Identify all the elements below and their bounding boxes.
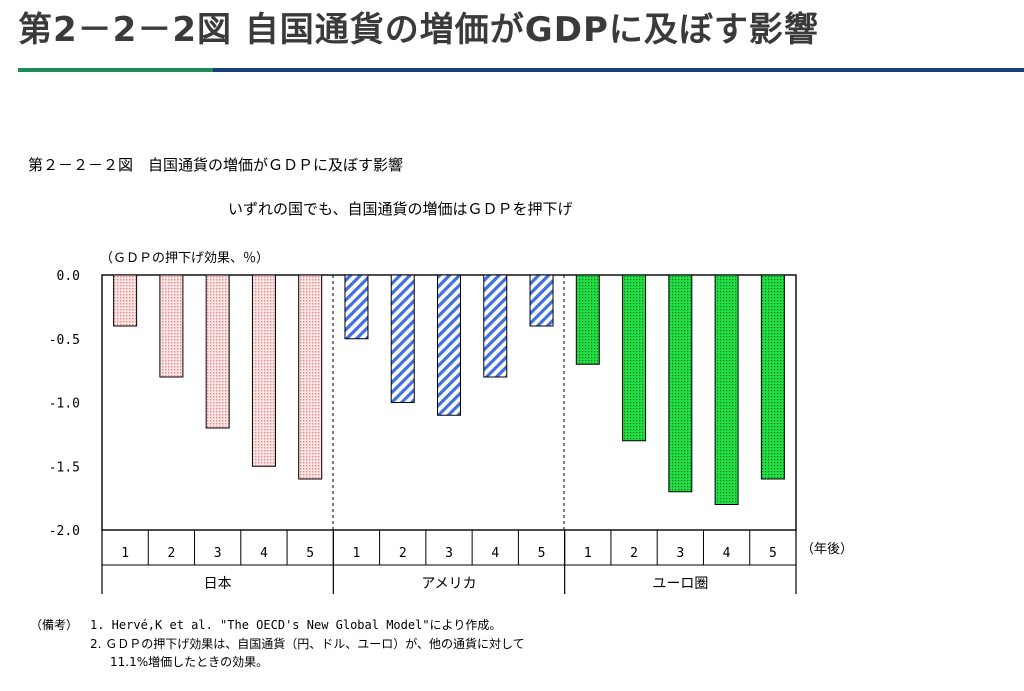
bar-usa-2 [390,274,415,403]
y-tick-label: -2.0 [49,524,80,539]
x-tick-label: 4 [723,546,731,561]
notes-line-1: 1. Hervé,K et al. "The OECD's New Global… [90,618,501,632]
bar-japan-3 [205,274,230,429]
page-title: 第2－2－2図 自国通貨の増価がGDPに及ぼす影響 [18,10,819,50]
chart-subtitle: いずれの国でも、自国通貨の増価はＧＤＰを押下げ [228,200,573,218]
bar-usa-1 [344,274,369,340]
x-tick-label: 5 [538,546,546,561]
y-axis-label: （ＧＤＰの押下げ効果、％） [100,251,269,266]
bar-usa-4 [483,274,508,378]
y-axis: 0.0 -0.5 -1.0 -1.5 -2.0 [49,269,80,539]
chart-title: 第２－２－２図 自国通貨の増価がＧＤＰに及ぼす影響 [28,156,403,174]
bar-euro-4 [714,274,739,505]
y-tick-label: 0.0 [57,269,80,284]
bars [113,274,785,505]
bar-usa-3 [437,274,461,416]
x-tick-label: 3 [214,546,222,561]
x-tick-label: 3 [445,546,453,561]
x-tick-label: 1 [584,546,592,561]
x-tick-label: 1 [121,546,129,561]
bar-euro-5 [760,274,785,480]
title-rule-blue [213,68,1024,72]
x-tick-label: 4 [491,546,499,561]
bar-japan-4 [251,274,276,467]
bar-japan-2 [159,274,184,378]
bar-japan-1 [113,274,138,327]
notes-line-3: 11.1%増価したときの効果。 [110,654,268,669]
group-label-usa: アメリカ [421,576,476,592]
bar-euro-2 [622,274,647,442]
x-tick-label: 5 [769,546,777,561]
x-tick-label: 1 [353,546,361,561]
bar-euro-3 [668,274,693,493]
bar-japan-5 [298,274,323,480]
x-tick-label: 5 [306,546,314,561]
title-rule-green [18,68,213,72]
x-tick-label: 2 [399,546,407,561]
bar-euro-1 [575,274,600,365]
x-tick-label: 2 [630,546,638,561]
x-tick-label: 3 [676,546,684,561]
bar-usa-5 [529,274,554,327]
y-tick-label: -1.5 [49,460,80,475]
x-axis-label: （年後） [801,542,853,557]
y-tick-label: -1.0 [49,397,80,412]
group-label-euro: ユーロ圏 [652,576,708,592]
group-label-japan: 日本 [204,576,232,592]
x-tick-label: 4 [260,546,268,561]
notes-label: （備考） [30,617,78,632]
y-tick-label: -0.5 [49,333,80,348]
x-axis: 1 2 3 4 5 日本 1 2 3 4 5 アメリカ 1 2 3 4 5 ユーロ圏 [101,530,797,594]
x-tick-label: 2 [167,546,175,561]
notes-line-2: 2. ＧＤＰの押下げ効果は、自国通貨（円、ドル、ユーロ）が、他の通貨に対して [90,636,525,651]
title-rule [18,68,1024,72]
